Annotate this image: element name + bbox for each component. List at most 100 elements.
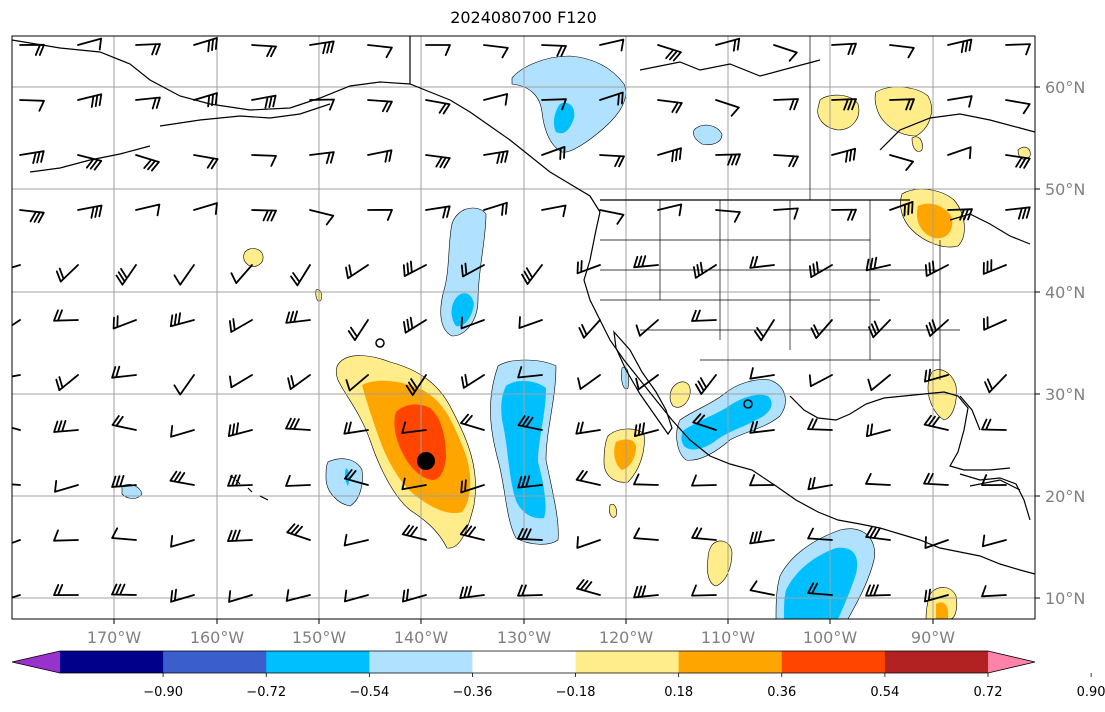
storm-center-marker: [417, 452, 435, 470]
wind-barb: [541, 44, 567, 57]
wind-barb: [633, 473, 659, 486]
wind-barb: [831, 42, 857, 56]
wind-barb: [19, 209, 45, 224]
wind-barb: [12, 594, 21, 599]
wind-barb: [923, 414, 949, 431]
lon-label-90w: 90°W: [911, 628, 955, 647]
wind-barb: [749, 474, 775, 487]
wind-barb: [657, 44, 682, 62]
wind-barb: [309, 98, 335, 111]
wind-barb: [367, 149, 393, 163]
wind-barb: [170, 425, 195, 438]
wind-barb: [483, 201, 508, 216]
wind-barb: [578, 319, 601, 339]
colorbar-tick-label: −0.72: [246, 685, 286, 700]
colorbar-tick-label: −0.18: [556, 685, 596, 700]
wind-barb: [576, 260, 601, 275]
wind-barb: [947, 208, 973, 221]
wind-barb: [135, 203, 161, 217]
map-title: 2024080700 F120: [450, 8, 597, 27]
wind-barb: [773, 154, 799, 168]
wind-barb: [111, 415, 137, 431]
colorbar-segment: [781, 651, 886, 673]
wind-barb: [227, 422, 253, 437]
wind-barb: [749, 420, 775, 434]
negative-anomaly: [693, 124, 723, 145]
wind-barb: [599, 38, 625, 52]
wind-barb: [309, 40, 335, 55]
wind-barb: [53, 420, 79, 433]
wind-barb: [425, 99, 451, 115]
wind-barb: [889, 154, 914, 171]
wind-barb: [286, 523, 311, 541]
wind-barb: [865, 584, 891, 597]
wind-barb: [193, 202, 218, 215]
wind-barb: [19, 99, 45, 112]
wind-barb: [461, 374, 485, 389]
colorbar-segment: [369, 651, 473, 673]
canadian-arctic-islands: [639, 59, 821, 77]
wind-barb: [889, 44, 915, 59]
wind-barb: [633, 255, 659, 269]
wind-barb: [401, 477, 427, 491]
wind-barb: [576, 579, 601, 596]
wind-barb: [53, 309, 79, 322]
great-lakes: [949, 213, 1031, 245]
wind-barb: [12, 483, 21, 486]
wind-barb: [229, 318, 253, 333]
wind-barb: [715, 99, 740, 117]
wind-barb: [807, 476, 833, 491]
wind-barb: [715, 209, 741, 223]
lat-label-20n: 20°N: [1045, 487, 1085, 506]
colorbar-tick-labels: −0.90 −0.72 −0.54 −0.36 −0.18 0.18 0.36 0.54 0.7…: [143, 673, 1105, 700]
wind-barb: [112, 315, 137, 330]
colorbar-segment: [884, 651, 989, 673]
wind-barb: [193, 37, 218, 53]
positive-anomaly-small: [936, 602, 948, 619]
wind-barb: [1005, 206, 1031, 220]
axis-ticks: [113, 86, 1040, 624]
wind-barb: [947, 95, 973, 108]
colorbar-tick-label: −0.54: [349, 685, 389, 700]
negative-anomaly: [121, 484, 143, 499]
wind-barb: [635, 319, 659, 337]
wind-barb: [575, 421, 601, 435]
lat-label-30n: 30°N: [1045, 385, 1085, 404]
wind-barb: [925, 319, 949, 337]
wind-barb: [577, 374, 601, 390]
aleutians: [29, 145, 151, 173]
wind-barb: [459, 524, 485, 541]
wind-barb: [517, 584, 543, 597]
positive-anomaly-small: [911, 136, 923, 152]
wind-barb: [111, 527, 137, 541]
negative-anomaly: [451, 293, 474, 327]
wind-barb: [576, 536, 601, 549]
graticule: [12, 36, 1035, 619]
positive-anomaly-small: [817, 94, 860, 131]
colorbar: [11, 650, 1036, 674]
wind-barb: [541, 146, 566, 161]
wind-barb: [868, 319, 891, 339]
wind-barb: [344, 469, 369, 486]
wind-barb: [657, 203, 683, 217]
wind-barb: [984, 374, 1007, 394]
wind-barb: [251, 209, 277, 222]
wind-barb: [170, 535, 195, 548]
low-center-marker: [375, 338, 385, 348]
wind-barb: [12, 264, 21, 269]
wind-barb: [77, 37, 102, 51]
wind-barb: [810, 319, 833, 339]
lat-label-50n: 50°N: [1045, 180, 1085, 199]
wind-barb: [981, 474, 1007, 486]
wind-barb: [749, 530, 775, 545]
wind-barb: [691, 309, 717, 322]
longitude-labels: 170°W 160°W 150°W 140°W 130°W 120°W 110°…: [87, 628, 955, 647]
wind-barb: [749, 367, 775, 380]
wind-barb: [367, 209, 393, 221]
wind-barb: [773, 98, 799, 111]
wind-barb: [401, 421, 427, 434]
wind-barb: [425, 205, 451, 219]
wind-barb: [865, 473, 891, 486]
wind-barb: [924, 536, 949, 549]
wind-barb: [831, 98, 857, 111]
